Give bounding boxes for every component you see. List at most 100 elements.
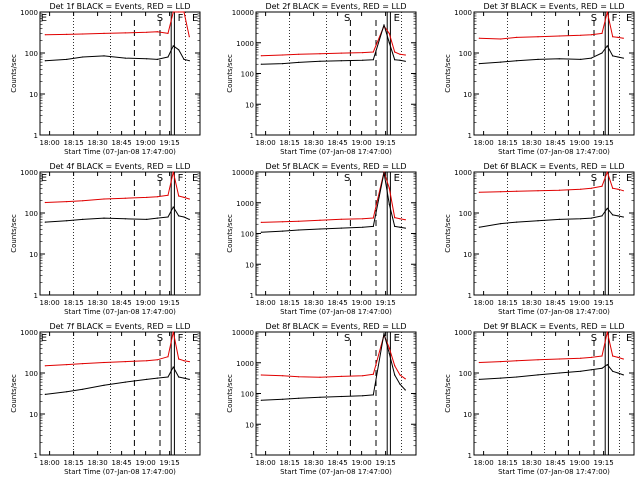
y-tick-label: 100 [241,231,254,239]
data-point [188,361,190,363]
x-tick-label: 18:15 [498,299,518,307]
data-point [404,219,406,221]
x-tick-label: 19:15 [160,299,180,307]
x-axis-label: Start Time (07-Jan-08 17:47:00) [280,148,392,156]
data-point [156,377,158,379]
data-point [362,395,364,397]
data-point [188,378,190,380]
data-point [580,357,582,359]
x-tick-label: 18:45 [112,139,132,147]
data-point [298,220,300,222]
data-point [282,398,284,400]
data-point [537,36,539,38]
chart-panel-2: Det 2f BLACK = Events, RED = LLD 1 10 100 10… [226,2,417,156]
data-point [590,217,592,219]
y-tick-label: 1 [468,132,472,140]
data-point [558,189,560,191]
data-point [319,376,321,378]
data-point [66,220,68,222]
data-point [282,375,284,377]
x-tick-label: 18:30 [88,459,108,467]
data-point [298,61,300,64]
data-point [146,378,148,380]
data-point [537,220,539,222]
period-letter: S [157,333,163,344]
data-point [319,228,321,230]
data-point [601,355,603,357]
data-point [404,389,406,391]
data-point [516,360,518,362]
y-tick-label: 100 [459,370,472,378]
x-tick-label: 18:45 [546,299,566,307]
data-point [188,198,190,200]
data-point [606,45,608,47]
data-point [399,374,401,376]
events-series-line [45,45,190,62]
data-point [612,187,614,189]
y-tick-label: 100 [241,391,254,399]
data-point [537,58,539,61]
x-tick-label: 18:00 [474,139,494,147]
data-point [82,56,84,58]
data-point [372,59,374,61]
data-point [167,56,169,58]
y-axis-label: Counts/sec [444,374,452,413]
y-tick-label: 10 [463,251,472,259]
data-point [399,218,401,220]
x-tick-label: 18:30 [88,299,108,307]
x-tick-label: 18:15 [498,459,518,467]
chart-panel-5: Det 5f BLACK = Events, RED = LLD 1 10 100 10… [226,162,417,316]
x-tick-label: 18:45 [546,459,566,467]
data-point [82,33,84,35]
data-point [44,60,46,62]
data-point [478,361,480,364]
events-series-line [479,364,624,380]
data-point [606,207,608,209]
data-point [500,38,502,40]
events-series-line [45,206,190,223]
x-tick-label: 18:00 [256,139,276,147]
data-point [282,230,284,232]
data-point [66,391,68,393]
data-point [362,52,364,54]
data-point [617,188,619,190]
y-tick-label: 1000 [20,169,38,177]
chart-panel-1: Det 1f BLACK = Events, RED = LLD 1 10 100 10… [10,2,201,156]
lld-series-line [261,171,406,223]
plot-frame [255,331,417,456]
data-point [146,58,148,60]
data-point [372,51,374,53]
period-letter: E [626,333,632,344]
period-letter: S [344,333,350,344]
y-tick-label: 10 [29,411,38,419]
x-tick-label: 18:30 [522,139,542,147]
data-point [580,34,582,36]
data-point [500,191,502,193]
x-axis-label: Start Time (07-Jan-08 17:47:00) [64,308,176,316]
chart-panel-9: Det 9f BLACK = Events, RED = LLD 1 10 100 10… [444,322,635,476]
data-point [394,365,396,367]
y-tick-label: 100 [241,71,254,79]
period-letter: F [612,173,618,184]
data-point [612,355,614,357]
data-point [178,195,180,197]
data-point [399,53,401,55]
data-point [44,34,46,36]
data-point [394,51,396,53]
data-point [362,226,364,228]
y-tick-label: 1000 [236,40,254,48]
data-point [617,215,619,217]
data-point [399,383,401,385]
data-point [372,373,374,375]
x-tick-label: 19:00 [136,299,156,307]
y-tick-label: 10000 [232,9,254,17]
period-letter: F [612,333,618,344]
data-point [124,197,126,199]
x-tick-label: 18:00 [474,299,494,307]
data-point [82,218,84,220]
data-point [298,397,300,399]
data-point [146,218,148,220]
y-tick-label: 1 [250,292,254,300]
data-point [537,374,539,376]
data-point [394,217,396,219]
